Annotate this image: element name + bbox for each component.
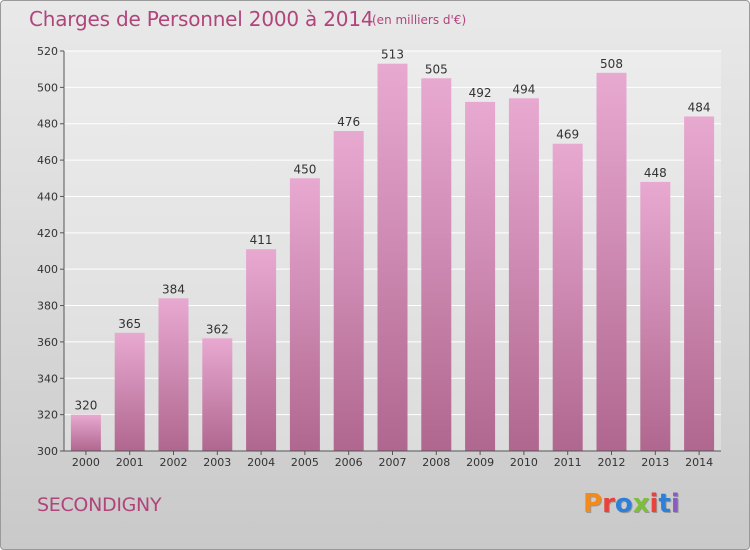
x-tick-label: 2009	[466, 456, 494, 469]
data-label: 476	[337, 115, 360, 129]
bar	[421, 78, 452, 451]
x-tick-label: 2008	[422, 456, 450, 469]
y-tick-label: 400	[37, 263, 58, 276]
data-label: 505	[425, 62, 448, 76]
chart-subtitle: (en milliers d'€)	[372, 13, 467, 27]
logo-letter: t	[658, 489, 671, 519]
y-tick-label: 380	[37, 300, 58, 313]
logo-letter: P	[583, 489, 603, 519]
x-tick-label: 2004	[247, 456, 275, 469]
y-tick-label: 440	[37, 190, 58, 203]
y-tick-label: 500	[37, 81, 58, 94]
x-tick-label: 2006	[335, 456, 363, 469]
bar	[246, 249, 277, 451]
x-tick-label: 2001	[116, 456, 144, 469]
bar	[202, 338, 233, 451]
chart-title: Charges de Personnel 2000 à 2014	[29, 7, 374, 31]
bar	[377, 63, 408, 452]
data-label: 384	[162, 282, 185, 296]
bar	[596, 72, 627, 452]
data-label: 365	[118, 317, 141, 331]
y-tick-label: 520	[37, 45, 58, 58]
x-tick-label: 2005	[291, 456, 319, 469]
logo-letter: i	[649, 489, 659, 519]
x-tick-label: 2003	[203, 456, 231, 469]
data-label: 448	[644, 166, 667, 180]
data-label: 320	[74, 399, 97, 413]
bar	[70, 414, 101, 451]
data-label: 469	[556, 128, 579, 142]
y-tick-label: 460	[37, 154, 58, 167]
data-label: 492	[469, 86, 492, 100]
data-label: 411	[250, 233, 273, 247]
x-tick-label: 2013	[641, 456, 669, 469]
y-tick-label: 320	[37, 409, 58, 422]
x-tick-label: 2002	[160, 456, 188, 469]
data-label: 450	[293, 162, 316, 176]
bar	[114, 332, 145, 451]
town-name: SECONDIGNY	[37, 494, 162, 516]
bar	[508, 98, 539, 451]
bar	[640, 181, 671, 451]
data-label: 513	[381, 48, 404, 62]
bar	[465, 101, 496, 451]
logo-letter: i	[670, 489, 680, 519]
bar	[684, 116, 715, 452]
bar	[289, 178, 320, 452]
x-tick-label: 2012	[598, 456, 626, 469]
logo-letter: r	[602, 489, 615, 519]
x-tick-label: 2014	[685, 456, 713, 469]
data-label: 508	[600, 57, 623, 71]
x-tick-label: 2011	[554, 456, 582, 469]
x-tick-label: 2000	[72, 456, 100, 469]
y-tick-label: 340	[37, 372, 58, 385]
y-tick-label: 300	[37, 445, 58, 458]
data-label: 362	[206, 322, 229, 336]
bar	[158, 298, 189, 451]
y-tick-label: 480	[37, 118, 58, 131]
logo-letter: x	[632, 489, 650, 519]
x-tick-label: 2007	[379, 456, 407, 469]
bar	[552, 143, 583, 451]
bar	[333, 131, 364, 451]
data-label: 484	[688, 100, 711, 114]
proxiti-logo[interactable]: Proxiti	[583, 489, 680, 519]
data-label: 494	[512, 82, 535, 96]
y-tick-label: 360	[37, 336, 58, 349]
logo-letter: o	[614, 489, 633, 519]
y-tick-label: 420	[37, 227, 58, 240]
x-tick-label: 2010	[510, 456, 538, 469]
